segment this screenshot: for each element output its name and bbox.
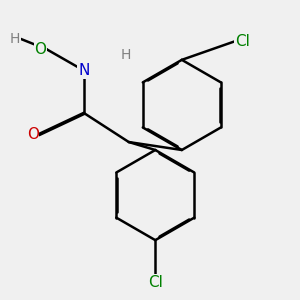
Text: H: H bbox=[10, 32, 20, 46]
Text: N: N bbox=[78, 63, 89, 78]
Text: O: O bbox=[27, 127, 39, 142]
Text: O: O bbox=[34, 42, 46, 57]
Text: H: H bbox=[121, 47, 131, 61]
Text: Cl: Cl bbox=[148, 275, 163, 290]
Text: Cl: Cl bbox=[235, 34, 250, 49]
